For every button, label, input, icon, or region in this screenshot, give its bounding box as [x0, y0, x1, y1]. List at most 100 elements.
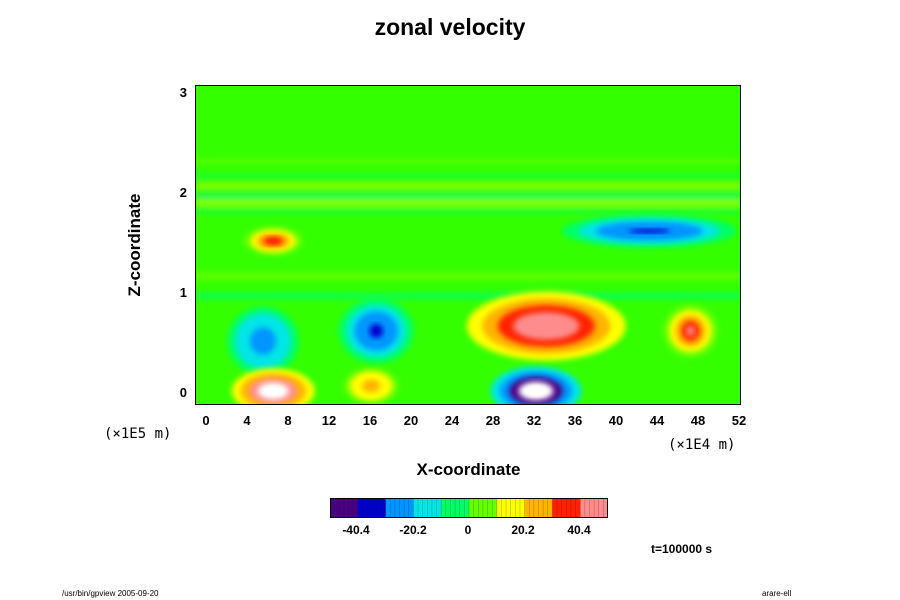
x-tick-label: 20: [403, 413, 419, 428]
heatmap-cell: [231, 368, 315, 404]
heatmap-band: [196, 184, 740, 188]
colorbar-swatch: [506, 498, 512, 518]
colorbar-tick-label: -40.4: [342, 523, 370, 537]
colorbar-swatch: [362, 498, 368, 518]
heatmap-band: [196, 293, 740, 299]
colorbar-swatch: [431, 498, 437, 518]
colorbar-swatch: [524, 498, 530, 518]
colorbar-swatch: [496, 498, 502, 518]
colorbar-tick-label: 20.2: [511, 523, 535, 537]
heatmap-contour: [628, 228, 671, 234]
heatmap-contour: [256, 333, 270, 349]
heatmap-contour: [526, 386, 546, 396]
y-axis-label-text: Z-coordinate: [125, 193, 144, 297]
x-axis-label: X-coordinate: [416, 460, 521, 479]
colorbar-swatch: [492, 498, 498, 518]
heatmap-cell: [243, 226, 303, 256]
colorbar-swatch: [422, 498, 428, 518]
time-label: t=100000 s: [651, 542, 713, 556]
colorbar-swatch: [371, 498, 377, 518]
heatmap-contour: [686, 325, 695, 337]
heatmap-cell: [343, 367, 399, 404]
colorbar-swatch: [353, 498, 359, 518]
colorbar-swatch: [418, 498, 424, 518]
colorbar-swatch: [538, 498, 544, 518]
colorbar-swatch: [547, 498, 553, 518]
colorbar-tick-label: -20.2: [399, 523, 427, 537]
colorbar-swatch: [390, 498, 396, 518]
heatmap-band: [196, 272, 740, 280]
colorbar-swatch: [413, 498, 419, 518]
heatmap-cell: [561, 214, 737, 248]
heatmap-band: [196, 201, 740, 205]
x-tick-label: 24: [444, 413, 460, 428]
colorbar-swatch: [589, 498, 595, 518]
colorbar-swatch: [603, 498, 608, 518]
colorbar-swatch: [510, 498, 516, 518]
colorbar-swatch: [394, 498, 400, 518]
chart-title: zonal velocity: [374, 14, 526, 40]
colorbar-swatch: [557, 498, 563, 518]
heatmap-cell: [490, 366, 582, 404]
program-note: /usr/bin/gpview 2005-09-20: [62, 589, 159, 598]
heatmap-contour: [265, 386, 282, 396]
colorbar-swatch: [487, 498, 493, 518]
x-tick-label: 36: [567, 413, 583, 428]
plot-area: [195, 85, 741, 405]
colorbar-swatch: [376, 498, 382, 518]
colorbar-swatch: [533, 498, 539, 518]
colorbar-tick-label: 40.4: [567, 523, 591, 537]
colorbar-swatch: [575, 498, 581, 518]
colorbar-swatch: [473, 498, 479, 518]
y-tick-label: 1: [179, 285, 187, 300]
colorbar-swatch: [543, 498, 549, 518]
colorbar-swatch: [367, 498, 373, 518]
colorbar-swatch: [408, 498, 414, 518]
x-tick-label: 44: [649, 413, 665, 428]
colorbar-swatch: [459, 498, 465, 518]
heatmap-cell: [662, 304, 718, 358]
heatmap-field: [196, 86, 740, 404]
colorbar-swatch: [529, 498, 535, 518]
colorbar-swatch: [427, 498, 433, 518]
colorbar-swatch: [552, 498, 558, 518]
heatmap-band: [196, 174, 740, 178]
colorbar-swatch: [464, 498, 470, 518]
colorbar-swatch: [584, 498, 590, 518]
x-tick-label: 28: [485, 413, 501, 428]
heatmap-band: [196, 159, 740, 163]
colorbar-tick-label: 0: [464, 523, 472, 537]
heatmap-contour: [527, 318, 565, 334]
x-tick-label: 0: [202, 413, 210, 428]
heatmap-contour: [367, 382, 376, 390]
x-tick-label: 48: [690, 413, 706, 428]
y-tick-label: 2: [179, 185, 187, 200]
colorbar-swatch: [455, 498, 461, 518]
x-axis-unit: (×1E4 m): [668, 437, 736, 453]
colorbar-swatch: [334, 498, 340, 518]
colorbar-swatch: [445, 498, 451, 518]
x-tick-label: 16: [362, 413, 378, 428]
colorbar-swatch: [348, 498, 354, 518]
heatmap-contour: [268, 239, 278, 243]
colorbar-swatch: [399, 498, 405, 518]
x-tick-label: 32: [526, 413, 542, 428]
colorbar-swatch: [561, 498, 567, 518]
x-tick-label: 8: [284, 413, 292, 428]
heatmap-cell: [466, 291, 626, 361]
heatmap-band: [196, 194, 740, 198]
y-tick-label: 3: [179, 85, 187, 100]
colorbar: [330, 498, 608, 518]
x-tick-label: 40: [608, 413, 624, 428]
colorbar-swatch: [343, 498, 349, 518]
colorbar-swatch: [598, 498, 604, 518]
colorbar-swatch: [404, 498, 410, 518]
x-tick-label: 4: [243, 413, 251, 428]
colorbar-swatch: [580, 498, 586, 518]
colorbar-swatch: [519, 498, 525, 518]
colorbar-swatch: [330, 498, 336, 518]
colorbar-swatch: [385, 498, 391, 518]
colorbar-swatch: [450, 498, 456, 518]
heatmap-cell: [227, 306, 299, 376]
colorbar-swatch: [478, 498, 484, 518]
